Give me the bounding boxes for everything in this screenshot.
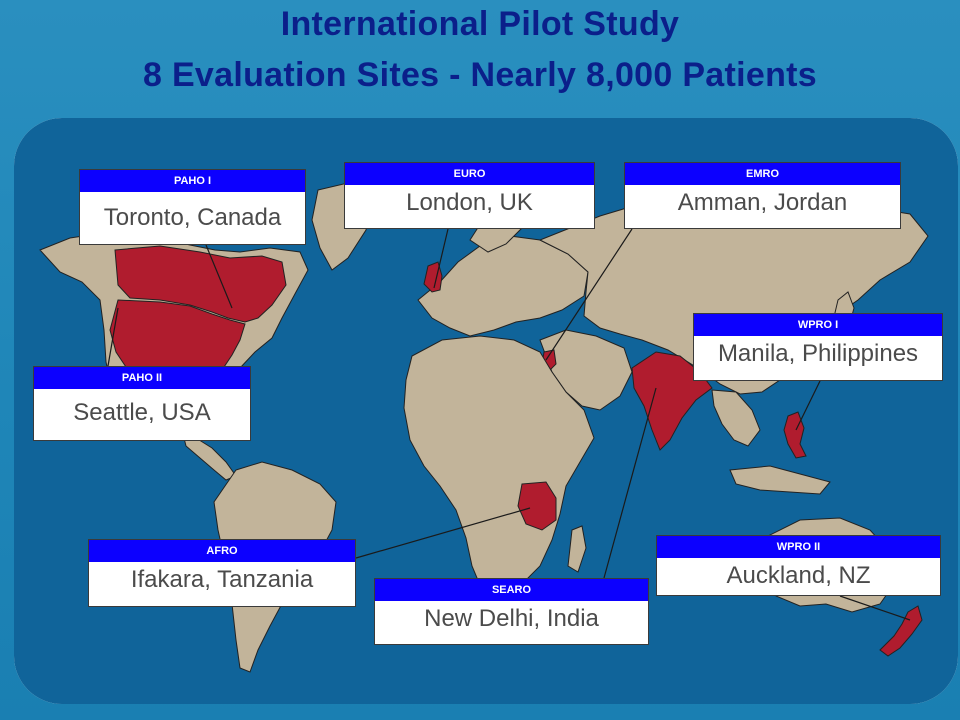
site-city-label: London, UK: [406, 189, 533, 216]
canada-highlight: [114, 245, 287, 323]
site-city-label: Auckland, NZ: [726, 562, 871, 589]
land-southeast-asia: [711, 389, 761, 447]
uk-highlight: [423, 261, 443, 293]
site-auckland: WPRO II Auckland, NZ: [656, 535, 941, 596]
philippines-highlight: [783, 411, 807, 459]
title-line-1: International Pilot Study: [280, 5, 680, 43]
site-city-label: Manila, Philippines: [717, 340, 919, 367]
site-city-label: New Delhi, India: [424, 605, 599, 632]
leader-new-delhi: [603, 387, 657, 579]
site-london: EURO London, UK: [344, 162, 595, 229]
title-line-2: 8 Evaluation Sites - Nearly 8,000 Patien…: [142, 56, 817, 94]
site-region-label: PAHO II: [34, 367, 250, 389]
land-europe: [417, 235, 589, 337]
site-region-label: PAHO I: [80, 170, 305, 192]
leader-manila: [795, 380, 821, 431]
site-city-label: Seattle, USA: [73, 399, 211, 426]
site-new-delhi: SEARO New Delhi, India: [374, 578, 649, 645]
land-africa: [403, 335, 595, 599]
site-ifakara: AFRO Ifakara, Tanzania: [88, 539, 356, 607]
land-indonesia: [729, 465, 831, 495]
site-region-label: WPRO II: [657, 536, 940, 558]
india-highlight: [631, 351, 713, 451]
site-region-label: AFRO: [89, 540, 355, 562]
site-region-label: SEARO: [375, 579, 648, 601]
leader-london: [433, 228, 449, 289]
site-region-label: EMRO: [625, 163, 900, 185]
site-toronto: PAHO I Toronto, Canada: [79, 169, 306, 245]
site-region-label: EURO: [345, 163, 594, 185]
leader-seattle: [107, 307, 119, 367]
site-seattle: PAHO II Seattle, USA: [33, 366, 251, 441]
site-region-label: WPRO I: [694, 314, 942, 336]
leader-amman: [545, 228, 633, 361]
site-city-label: Amman, Jordan: [677, 189, 848, 216]
site-manila: WPRO I Manila, Philippines: [693, 313, 943, 381]
land-madagascar: [567, 525, 587, 573]
tanzania-highlight: [517, 481, 557, 531]
new-zealand-highlight: [879, 605, 923, 657]
leader-auckland: [839, 595, 911, 621]
site-amman: EMRO Amman, Jordan: [624, 162, 901, 229]
leader-ifakara: [355, 507, 531, 559]
site-city-label: Ifakara, Tanzania: [130, 566, 314, 593]
leader-toronto: [205, 244, 233, 309]
site-city-label: Toronto, Canada: [103, 204, 282, 231]
